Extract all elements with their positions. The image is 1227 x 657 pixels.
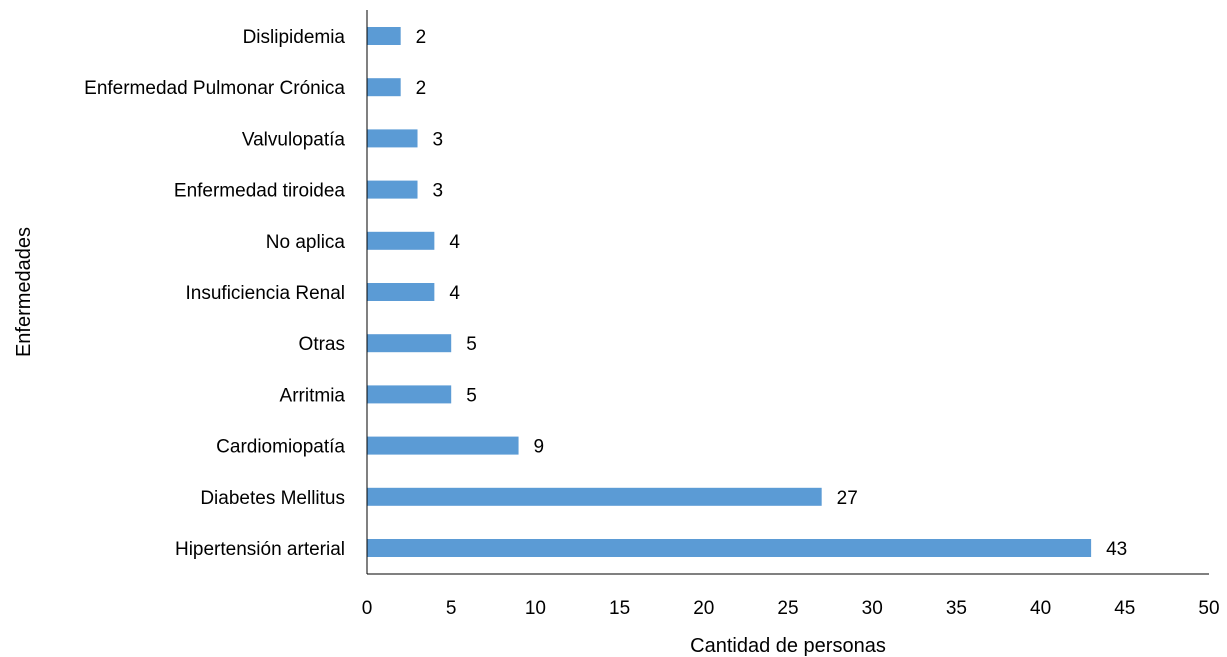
x-tick-label: 40 [1030,598,1051,619]
category-label: Enfermedad Pulmonar Crónica [84,78,345,99]
bar [367,231,435,250]
category-label: Otras [299,334,345,355]
x-tick-label: 5 [446,598,457,619]
x-tick-label: 0 [362,598,373,619]
x-tick-label: 20 [693,598,714,619]
bar [367,487,822,506]
x-tick-label: 10 [525,598,546,619]
data-labels-group: 2 2 3 3 4 4 5 5 9 27 43 [416,27,1128,560]
x-tick-label: 15 [609,598,630,619]
bar [367,385,452,404]
bar [367,436,519,455]
category-label: Dislipidemia [243,27,346,48]
y-axis-title: Enfermedades [13,227,35,357]
bar [367,539,1092,557]
data-label: 27 [837,488,858,509]
data-label: 5 [466,334,477,355]
x-tick-label: 25 [777,598,798,619]
bar [367,78,401,97]
category-label: Arritmia [280,385,346,406]
bar [367,334,452,353]
x-tick-label: 35 [946,598,967,619]
x-axis-title: Cantidad de personas [690,635,886,657]
x-tick-label: 30 [862,598,883,619]
category-label: Diabetes Mellitus [200,488,345,509]
data-label: 3 [433,181,444,202]
category-label: Cardiomiopatía [216,437,345,458]
bar [367,27,401,45]
x-tick-label: 45 [1114,598,1135,619]
bar [367,283,435,301]
bar [367,180,418,199]
category-label: No aplica [266,232,346,253]
data-label: 9 [534,437,545,458]
data-label: 2 [416,27,427,48]
data-label: 3 [433,129,444,150]
x-tick-labels-group: 0 5 10 15 20 25 30 35 40 45 50 [362,598,1220,619]
category-labels-group: Dislipidemia Enfermedad Pulmonar Crónica V… [84,27,345,560]
category-label: Hipertensión arterial [175,539,345,560]
category-label: Insuficiencia Renal [186,283,345,304]
bars-group [367,27,1092,557]
data-label: 43 [1106,539,1127,560]
bar [367,129,418,148]
data-label: 5 [466,385,477,406]
data-label: 4 [449,232,460,253]
x-tick-label: 50 [1198,598,1219,619]
data-label: 4 [449,283,460,304]
data-label: 2 [416,78,427,99]
category-label: Valvulopatía [242,129,346,150]
category-label: Enfermedad tiroidea [174,181,346,202]
